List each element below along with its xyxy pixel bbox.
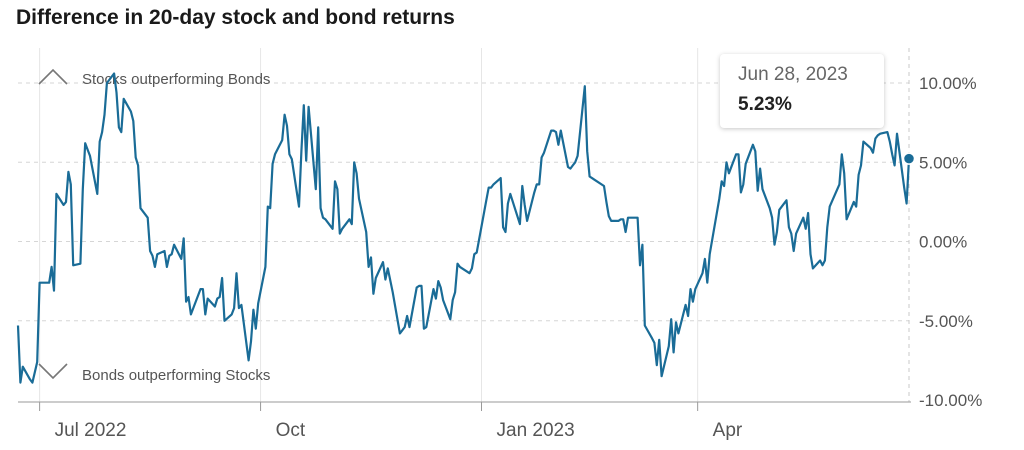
- series-line: [16, 72, 911, 384]
- y-tick-label: 0.00%: [919, 233, 967, 252]
- up-chevron-icon: [38, 68, 68, 85]
- annotation-bonds-outperforming: Bonds outperforming Stocks: [82, 367, 270, 384]
- y-tick-label: 10.00%: [919, 74, 977, 93]
- y-tick-label: -5.00%: [919, 312, 973, 331]
- down-chevron-icon: [38, 363, 68, 380]
- annotation-stocks-outperforming: Stocks outperforming Bonds: [82, 71, 270, 88]
- tooltip: Jun 28, 2023 5.23%: [720, 54, 884, 128]
- y-tick-label: -10.00%: [919, 391, 982, 410]
- tooltip-value: 5.23%: [738, 94, 792, 115]
- series-layer: [16, 72, 916, 384]
- annotations: Stocks outperforming Bonds Bonds outperf…: [38, 68, 270, 384]
- chart-title: Difference in 20-day stock and bond retu…: [16, 6, 455, 29]
- x-tick-label: Jan 2023: [497, 420, 575, 441]
- x-tick-label: Apr: [713, 420, 743, 441]
- tooltip-date: Jun 28, 2023: [738, 64, 848, 85]
- x-tick-label: Jul 2022: [55, 420, 127, 441]
- y-tick-label: 5.00%: [919, 153, 967, 172]
- axes: 10.00% 5.00% 0.00% -5.00% -10.00% Jul 2022 Oct…: [18, 48, 982, 441]
- x-tick-label: Oct: [276, 420, 306, 441]
- hover-point-marker: [902, 152, 916, 165]
